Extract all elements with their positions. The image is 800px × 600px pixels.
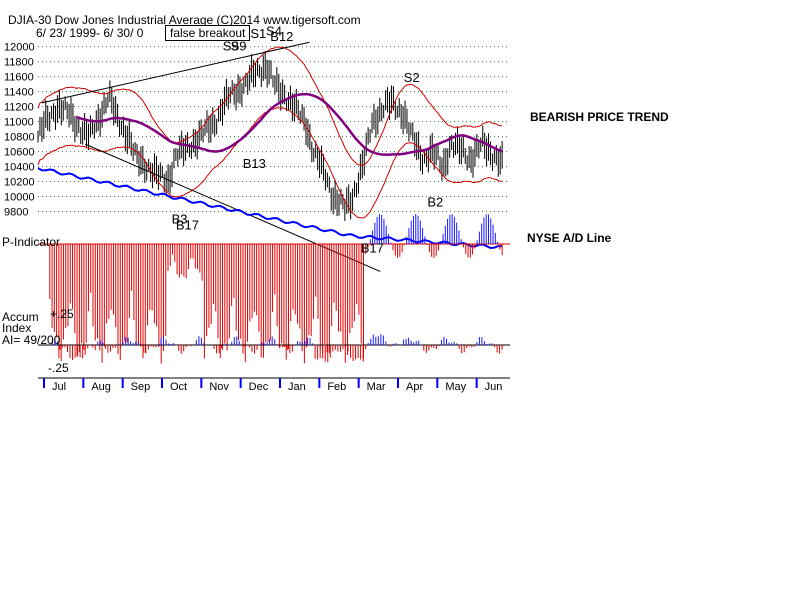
signal-annotation: S9 bbox=[223, 38, 239, 53]
minus-25-label: -.25 bbox=[48, 361, 69, 375]
signal-annotation: B17 bbox=[361, 241, 384, 256]
index-label: Index bbox=[2, 321, 32, 335]
date-range: 6/ 23/ 1999- 6/ 30/ 0 bbox=[36, 26, 144, 40]
month-label: Dec bbox=[249, 381, 269, 393]
accum-label: Accum bbox=[2, 310, 39, 324]
month-label: Nov bbox=[209, 381, 229, 393]
signal-annotation: S1 bbox=[250, 26, 266, 41]
month-label: Feb bbox=[327, 381, 346, 393]
false-breakout-label: false breakout bbox=[165, 25, 251, 41]
lower-trendline bbox=[85, 143, 381, 272]
ai-label: AI= 49/200 bbox=[2, 333, 61, 347]
price-tick-label: 9800 bbox=[4, 207, 28, 219]
price-tick-label: 10800 bbox=[4, 132, 35, 144]
upper-trendline bbox=[41, 41, 310, 104]
month-label: Aug bbox=[91, 381, 111, 393]
month-label: Mar bbox=[367, 381, 386, 393]
p-indicator-label: P-Indicator bbox=[2, 235, 61, 249]
upper-band bbox=[37, 46, 503, 166]
plus-25-label: +.25 bbox=[50, 307, 74, 321]
chart-title: DJIA-30 Dow Jones Industrial Average (C)… bbox=[8, 13, 361, 27]
month-label: Jul bbox=[52, 381, 66, 393]
bearish-trend-label: BEARISH PRICE TREND bbox=[530, 110, 669, 124]
signal-annotation: S9 bbox=[231, 38, 247, 53]
signal-annotation: B12 bbox=[270, 29, 293, 44]
price-tick-label: 10600 bbox=[4, 147, 35, 159]
signal-annotation: S2 bbox=[404, 70, 420, 85]
price-tick-label: 11400 bbox=[4, 87, 34, 99]
signal-annotation: S4 bbox=[266, 24, 282, 39]
signal-annotation: B3 bbox=[172, 211, 188, 226]
price-tick-label: 10200 bbox=[4, 177, 35, 189]
price-tick-label: 10000 bbox=[4, 192, 35, 204]
month-label: Sep bbox=[131, 381, 151, 393]
price-tick-label: 10400 bbox=[4, 162, 35, 174]
price-tick-label: 11000 bbox=[4, 117, 34, 129]
price-tick-label: 11600 bbox=[4, 72, 34, 84]
signal-annotation: B17 bbox=[176, 217, 199, 232]
month-label: Jun bbox=[485, 381, 503, 393]
month-label: Oct bbox=[170, 381, 187, 393]
month-label: Jan bbox=[288, 381, 306, 393]
price-tick-label: 12000 bbox=[4, 42, 35, 54]
month-label: May bbox=[445, 381, 466, 393]
signal-annotation: B2 bbox=[427, 194, 443, 209]
price-tick-label: 11800 bbox=[4, 57, 34, 69]
month-label: Apr bbox=[406, 381, 423, 393]
price-tick-label: 11200 bbox=[4, 102, 34, 114]
nyse-ad-line-label: NYSE A/D Line bbox=[527, 231, 612, 245]
moving-average-line bbox=[76, 92, 503, 156]
signal-annotation: B13 bbox=[243, 156, 266, 171]
